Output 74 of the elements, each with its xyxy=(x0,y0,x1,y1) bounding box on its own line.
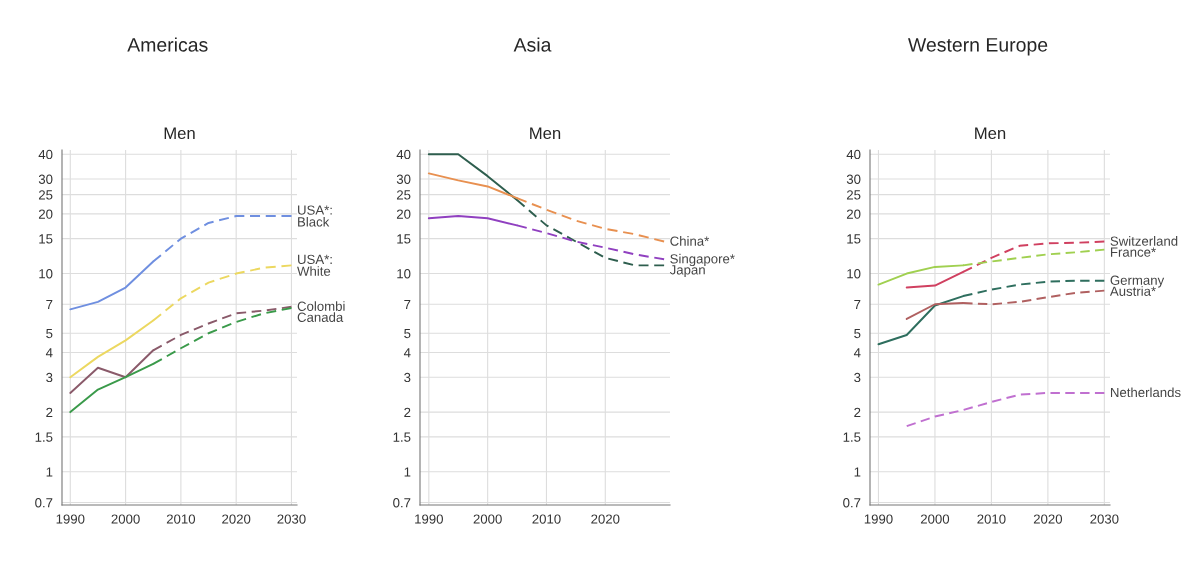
chart-title: Americas xyxy=(127,37,208,52)
x-tick-label: 1990 xyxy=(415,514,443,524)
series-label: Singapore* xyxy=(670,253,735,267)
y-tick-label: 25 xyxy=(396,190,411,200)
y-tick-label: 40 xyxy=(846,149,861,160)
y-tick-label: 3 xyxy=(46,372,53,383)
y-tick-label: 1 xyxy=(404,467,411,477)
y-tick-label: 40 xyxy=(396,149,411,160)
y-tick-label: 2 xyxy=(854,407,861,417)
y-tick-label: 0.7 xyxy=(35,498,53,508)
y-tick-label: 1.5 xyxy=(393,432,411,442)
chart-title: Asia xyxy=(513,37,552,52)
y-tick-label: 10 xyxy=(397,269,411,279)
x-tick-label: 2020 xyxy=(1033,514,1063,524)
x-tick-label: 1990 xyxy=(864,514,893,524)
y-tick-label: 15 xyxy=(847,234,861,244)
y-tick-label: 10 xyxy=(39,269,53,279)
y-tick-label: 4 xyxy=(403,348,411,358)
y-tick-label: 1 xyxy=(854,467,861,477)
y-tick-label: 2 xyxy=(404,407,411,417)
x-tick-label: 2010 xyxy=(166,514,196,524)
x-tick-label: 2000 xyxy=(920,514,950,524)
y-tick-label: 7 xyxy=(404,299,411,310)
y-tick-label: 4 xyxy=(853,348,861,358)
y-tick-label: 7 xyxy=(46,299,53,310)
x-tick-label: 1990 xyxy=(56,514,85,524)
x-tick-label: 2030 xyxy=(277,514,306,524)
y-tick-label: 5 xyxy=(854,328,861,339)
y-tick-label: 4 xyxy=(45,348,53,358)
y-tick-label: 40 xyxy=(38,149,53,160)
chart-subtitle: Men xyxy=(164,127,195,140)
y-tick-label: 1.5 xyxy=(843,432,861,442)
x-tick-label: 2020 xyxy=(222,514,251,524)
x-tick-label: 2020 xyxy=(591,514,620,524)
y-tick-label: 1 xyxy=(46,467,53,477)
series-label: Switzerland xyxy=(1110,236,1178,246)
chart-subtitle: Men xyxy=(530,127,561,140)
series-label: Netherlands xyxy=(1110,387,1181,398)
y-tick-label: 3 xyxy=(854,372,861,383)
x-tick-label: 2000 xyxy=(111,514,140,524)
x-tick-label: 2000 xyxy=(473,514,502,524)
chart-title: Western Europe xyxy=(908,38,1048,56)
series-label: China* xyxy=(670,236,710,246)
y-tick-label: 25 xyxy=(38,190,53,200)
series-label: Germany xyxy=(1110,275,1165,288)
y-tick-label: 0.7 xyxy=(393,498,411,508)
y-tick-label: 5 xyxy=(404,328,411,339)
chart-subtitle: Men xyxy=(975,127,1006,140)
series-label: Colombi xyxy=(297,301,345,311)
y-tick-label: 20 xyxy=(396,209,411,219)
y-tick-label: 15 xyxy=(39,234,53,244)
series-label: Austria* xyxy=(1109,286,1156,296)
y-tick-label: 15 xyxy=(397,234,411,244)
y-tick-label: 30 xyxy=(396,174,411,184)
series-label: USA*: Black xyxy=(298,205,332,227)
y-tick-label: 3 xyxy=(404,372,411,383)
y-tick-label: 20 xyxy=(846,209,861,219)
y-tick-label: 10 xyxy=(847,269,861,279)
y-tick-label: 7 xyxy=(854,299,861,310)
series-label: Japan xyxy=(669,265,705,278)
x-tick-label: 2010 xyxy=(977,514,1006,524)
y-tick-label: 20 xyxy=(38,209,53,219)
y-tick-label: 25 xyxy=(846,190,861,200)
series-label: France* xyxy=(1110,247,1156,257)
y-tick-label: 30 xyxy=(38,174,53,184)
y-tick-label: 5 xyxy=(46,328,53,339)
x-tick-label: 2030 xyxy=(1090,514,1119,524)
y-tick-label: 30 xyxy=(846,174,861,184)
series-label: Canada xyxy=(297,312,344,322)
series-label: USA*: White xyxy=(297,254,332,276)
y-tick-label: 2 xyxy=(46,407,53,417)
y-tick-label: 1.5 xyxy=(35,432,53,442)
x-tick-label: 2010 xyxy=(532,514,561,524)
y-tick-label: 0.7 xyxy=(843,498,861,508)
